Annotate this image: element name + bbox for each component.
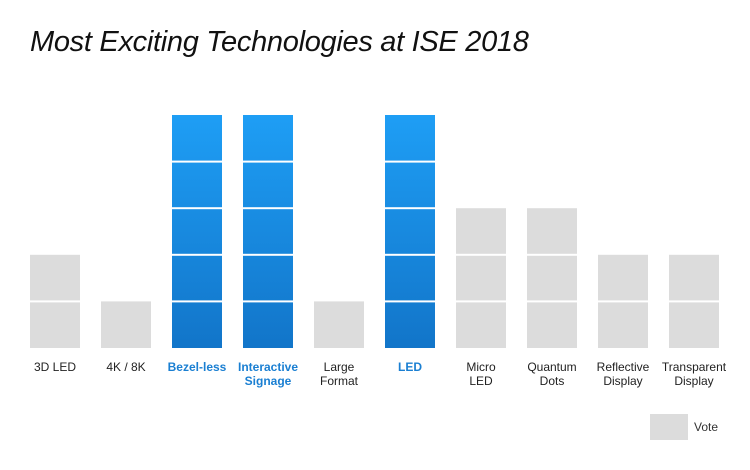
- vote-block-divider: [30, 300, 80, 303]
- x-tick-label-large-format: Large Format: [320, 360, 359, 388]
- vote-block-divider: [598, 300, 648, 303]
- vote-block-divider: [527, 253, 577, 256]
- vote-block-divider: [172, 300, 222, 303]
- bar-large-format: [314, 301, 364, 348]
- x-tick-label-reflective-display: Reflective Display: [597, 360, 650, 388]
- vote-block-divider: [456, 300, 506, 303]
- x-tick-label-bezel-less: Bezel-less: [168, 360, 227, 374]
- bar-3d-led: [30, 254, 80, 348]
- x-tick-label-line: LED: [398, 360, 422, 374]
- x-tick-label-line: LED: [469, 374, 493, 388]
- bar-micro-led: [456, 208, 506, 348]
- bar-fill: [527, 208, 577, 348]
- x-tick-label-transparent-display: Transparent Display: [662, 360, 727, 388]
- vote-block-divider: [172, 207, 222, 210]
- x-tick-label-led: LED: [398, 360, 422, 374]
- bar-transparent-display: [669, 254, 719, 348]
- bar-4k-8k: [101, 301, 151, 348]
- chart-title: Most Exciting Technologies at ISE 2018: [30, 26, 529, 58]
- x-tick-label-line: Display: [674, 374, 713, 388]
- vote-block-divider: [243, 253, 293, 256]
- bar-interactive-signage: [243, 115, 293, 348]
- bar-fill: [314, 301, 364, 348]
- x-tick-label-3d-led: 3D LED: [34, 360, 76, 374]
- x-tick-label-quantum-dots: Quantum Dots: [527, 360, 576, 388]
- vote-block-divider: [385, 160, 435, 163]
- x-tick-label-line: Large: [324, 360, 355, 374]
- bars-group: [30, 115, 719, 348]
- vote-block-divider: [243, 160, 293, 163]
- vote-block-divider: [385, 253, 435, 256]
- bar-quantum-dots: [527, 208, 577, 348]
- x-tick-label-4k-8k: 4K / 8K: [106, 360, 145, 374]
- bar-reflective-display: [598, 254, 648, 348]
- x-tick-label-line: Signage: [245, 374, 292, 388]
- x-tick-label-line: Display: [603, 374, 642, 388]
- x-tick-label-line: Micro: [466, 360, 496, 374]
- bar-fill: [101, 301, 151, 348]
- legend-swatch: [650, 414, 688, 440]
- bar-fill: [172, 115, 222, 348]
- bar-fill: [243, 115, 293, 348]
- vote-block-divider: [385, 207, 435, 210]
- bar-fill: [385, 115, 435, 348]
- x-tick-label-line: 3D LED: [34, 360, 76, 374]
- x-tick-label-line: Format: [320, 374, 359, 388]
- x-tick-label-line: Dots: [540, 374, 565, 388]
- legend: Vote: [650, 414, 718, 440]
- vote-block-divider: [385, 300, 435, 303]
- vote-block-divider: [172, 160, 222, 163]
- vote-block-divider: [243, 207, 293, 210]
- x-tick-label-line: Bezel-less: [168, 360, 227, 374]
- x-tick-label-micro-led: Micro LED: [466, 360, 496, 388]
- bar-fill: [456, 208, 506, 348]
- vote-block-divider: [172, 253, 222, 256]
- vote-block-divider: [243, 300, 293, 303]
- legend-label: Vote: [694, 420, 719, 434]
- x-tick-label-line: Reflective: [597, 360, 650, 374]
- vote-block-divider: [456, 253, 506, 256]
- vote-block-divider: [669, 300, 719, 303]
- x-tick-label-line: Quantum: [527, 360, 576, 374]
- bar-bezel-less: [172, 115, 222, 348]
- x-tick-label-line: Interactive: [238, 360, 298, 374]
- x-tick-label-line: 4K / 8K: [106, 360, 145, 374]
- x-tick-label-line: Transparent: [662, 360, 727, 374]
- bar-led: [385, 115, 435, 348]
- x-tick-label-interactive-signage: Interactive Signage: [238, 360, 298, 388]
- vote-block-divider: [527, 300, 577, 303]
- x-axis-labels: 3D LED 4K / 8K Bezel-less Interactive Signag…: [34, 360, 727, 388]
